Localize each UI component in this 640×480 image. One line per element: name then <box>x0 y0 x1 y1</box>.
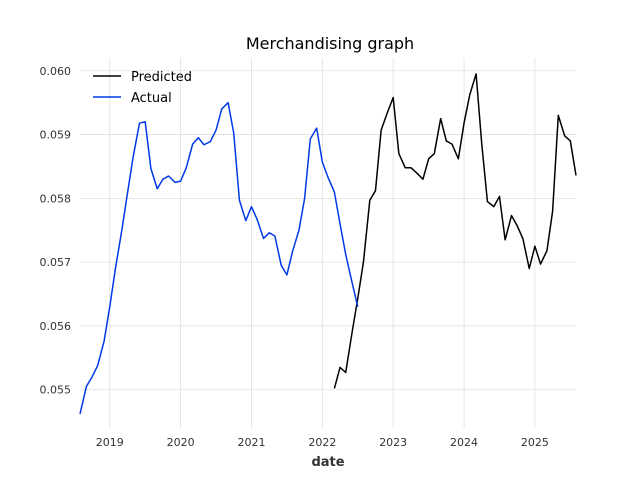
y-tick-label: 0.055 <box>40 384 72 397</box>
x-tick-label: 2025 <box>521 436 549 449</box>
y-tick-label: 0.060 <box>40 65 72 78</box>
chart-title: Merchandising graph <box>246 34 414 53</box>
series-line-predicted <box>333 73 577 389</box>
x-axis-label: date <box>311 455 344 470</box>
legend-label-actual: Actual <box>131 91 172 106</box>
x-tick-label: 2021 <box>237 436 265 449</box>
y-tick-label: 0.057 <box>40 256 72 269</box>
x-tick-label: 2024 <box>450 436 478 449</box>
series-layer <box>79 73 577 415</box>
y-axis: 0.055 0.056 0.057 0.058 0.059 0.060 <box>40 65 72 397</box>
x-tick-label: 2020 <box>167 436 195 449</box>
y-tick-label: 0.059 <box>40 129 72 142</box>
x-tick-label: 2023 <box>379 436 407 449</box>
x-tick-label: 2019 <box>96 436 124 449</box>
legend: Predicted Actual <box>93 70 192 106</box>
legend-label-predicted: Predicted <box>131 70 192 85</box>
y-tick-label: 0.056 <box>40 320 72 333</box>
x-tick-label: 2022 <box>308 436 336 449</box>
x-axis: 2019 2020 2021 2022 2023 2024 2025 <box>96 436 549 449</box>
series-line-actual <box>79 101 359 415</box>
grid-lines <box>80 58 576 428</box>
y-tick-label: 0.058 <box>40 192 72 205</box>
